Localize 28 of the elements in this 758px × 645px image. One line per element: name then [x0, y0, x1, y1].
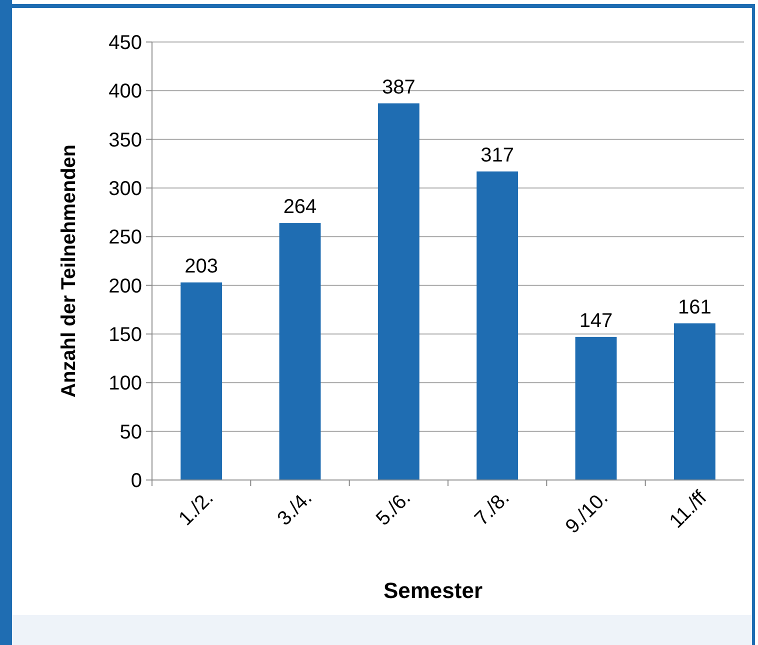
y-tick-label: 300 — [108, 178, 142, 200]
bar — [180, 282, 222, 480]
data-label: 147 — [579, 310, 613, 332]
data-label: 317 — [480, 144, 514, 166]
y-tick-label: 0 — [130, 470, 142, 492]
y-tick-label: 150 — [108, 324, 142, 346]
bar — [476, 171, 518, 480]
bar — [279, 223, 321, 480]
bar — [575, 336, 617, 480]
y-axis-title: Anzahl der Teilnehmenden — [58, 144, 80, 398]
y-tick-label: 400 — [108, 80, 142, 103]
y-tick-label: 450 — [108, 32, 142, 54]
y-tick-label: 250 — [108, 226, 142, 249]
x-tick-label: 3./4. — [273, 486, 316, 530]
data-label: 161 — [678, 296, 712, 318]
y-tick-label: 350 — [108, 129, 142, 152]
bar — [674, 323, 716, 480]
y-tick-label: 100 — [108, 372, 142, 395]
x-tick-label: 1./2. — [174, 486, 218, 530]
bar — [378, 103, 420, 480]
x-axis-title: Semester — [383, 578, 483, 603]
x-tick-label: 7./8. — [470, 486, 514, 530]
data-label: 387 — [382, 76, 416, 98]
y-tick-label: 50 — [120, 421, 142, 444]
data-label: 264 — [283, 196, 317, 218]
data-label: 203 — [184, 255, 218, 278]
x-tick-label: 5./6. — [372, 486, 416, 530]
y-tick-label: 200 — [108, 275, 142, 298]
